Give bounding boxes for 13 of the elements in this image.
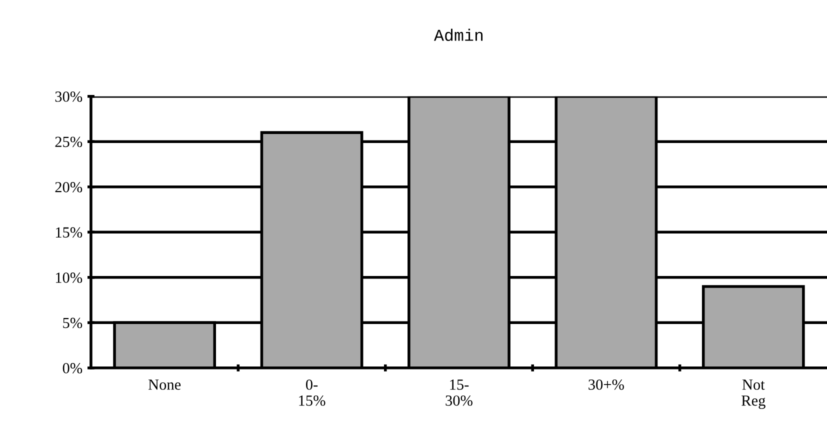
y-tick-label: 5% xyxy=(63,318,82,328)
x-tick-label: 15- 30% xyxy=(446,380,472,406)
y-tick-label: 10% xyxy=(56,272,82,283)
x-tick-label: Not Reg xyxy=(742,380,766,409)
y-tick-label: 0% xyxy=(62,363,82,374)
y-tick-label: 25% xyxy=(55,136,82,148)
y-tick-label: 15% xyxy=(56,227,82,238)
chart-title: Admin xyxy=(434,28,483,42)
y-tick-label: 20% xyxy=(55,182,82,192)
x-tick-label: None xyxy=(148,380,181,390)
x-tick-label: 0- 15% xyxy=(299,379,326,406)
x-tick-label: 30+% xyxy=(588,379,624,390)
y-tick-label: 30% xyxy=(55,92,82,102)
